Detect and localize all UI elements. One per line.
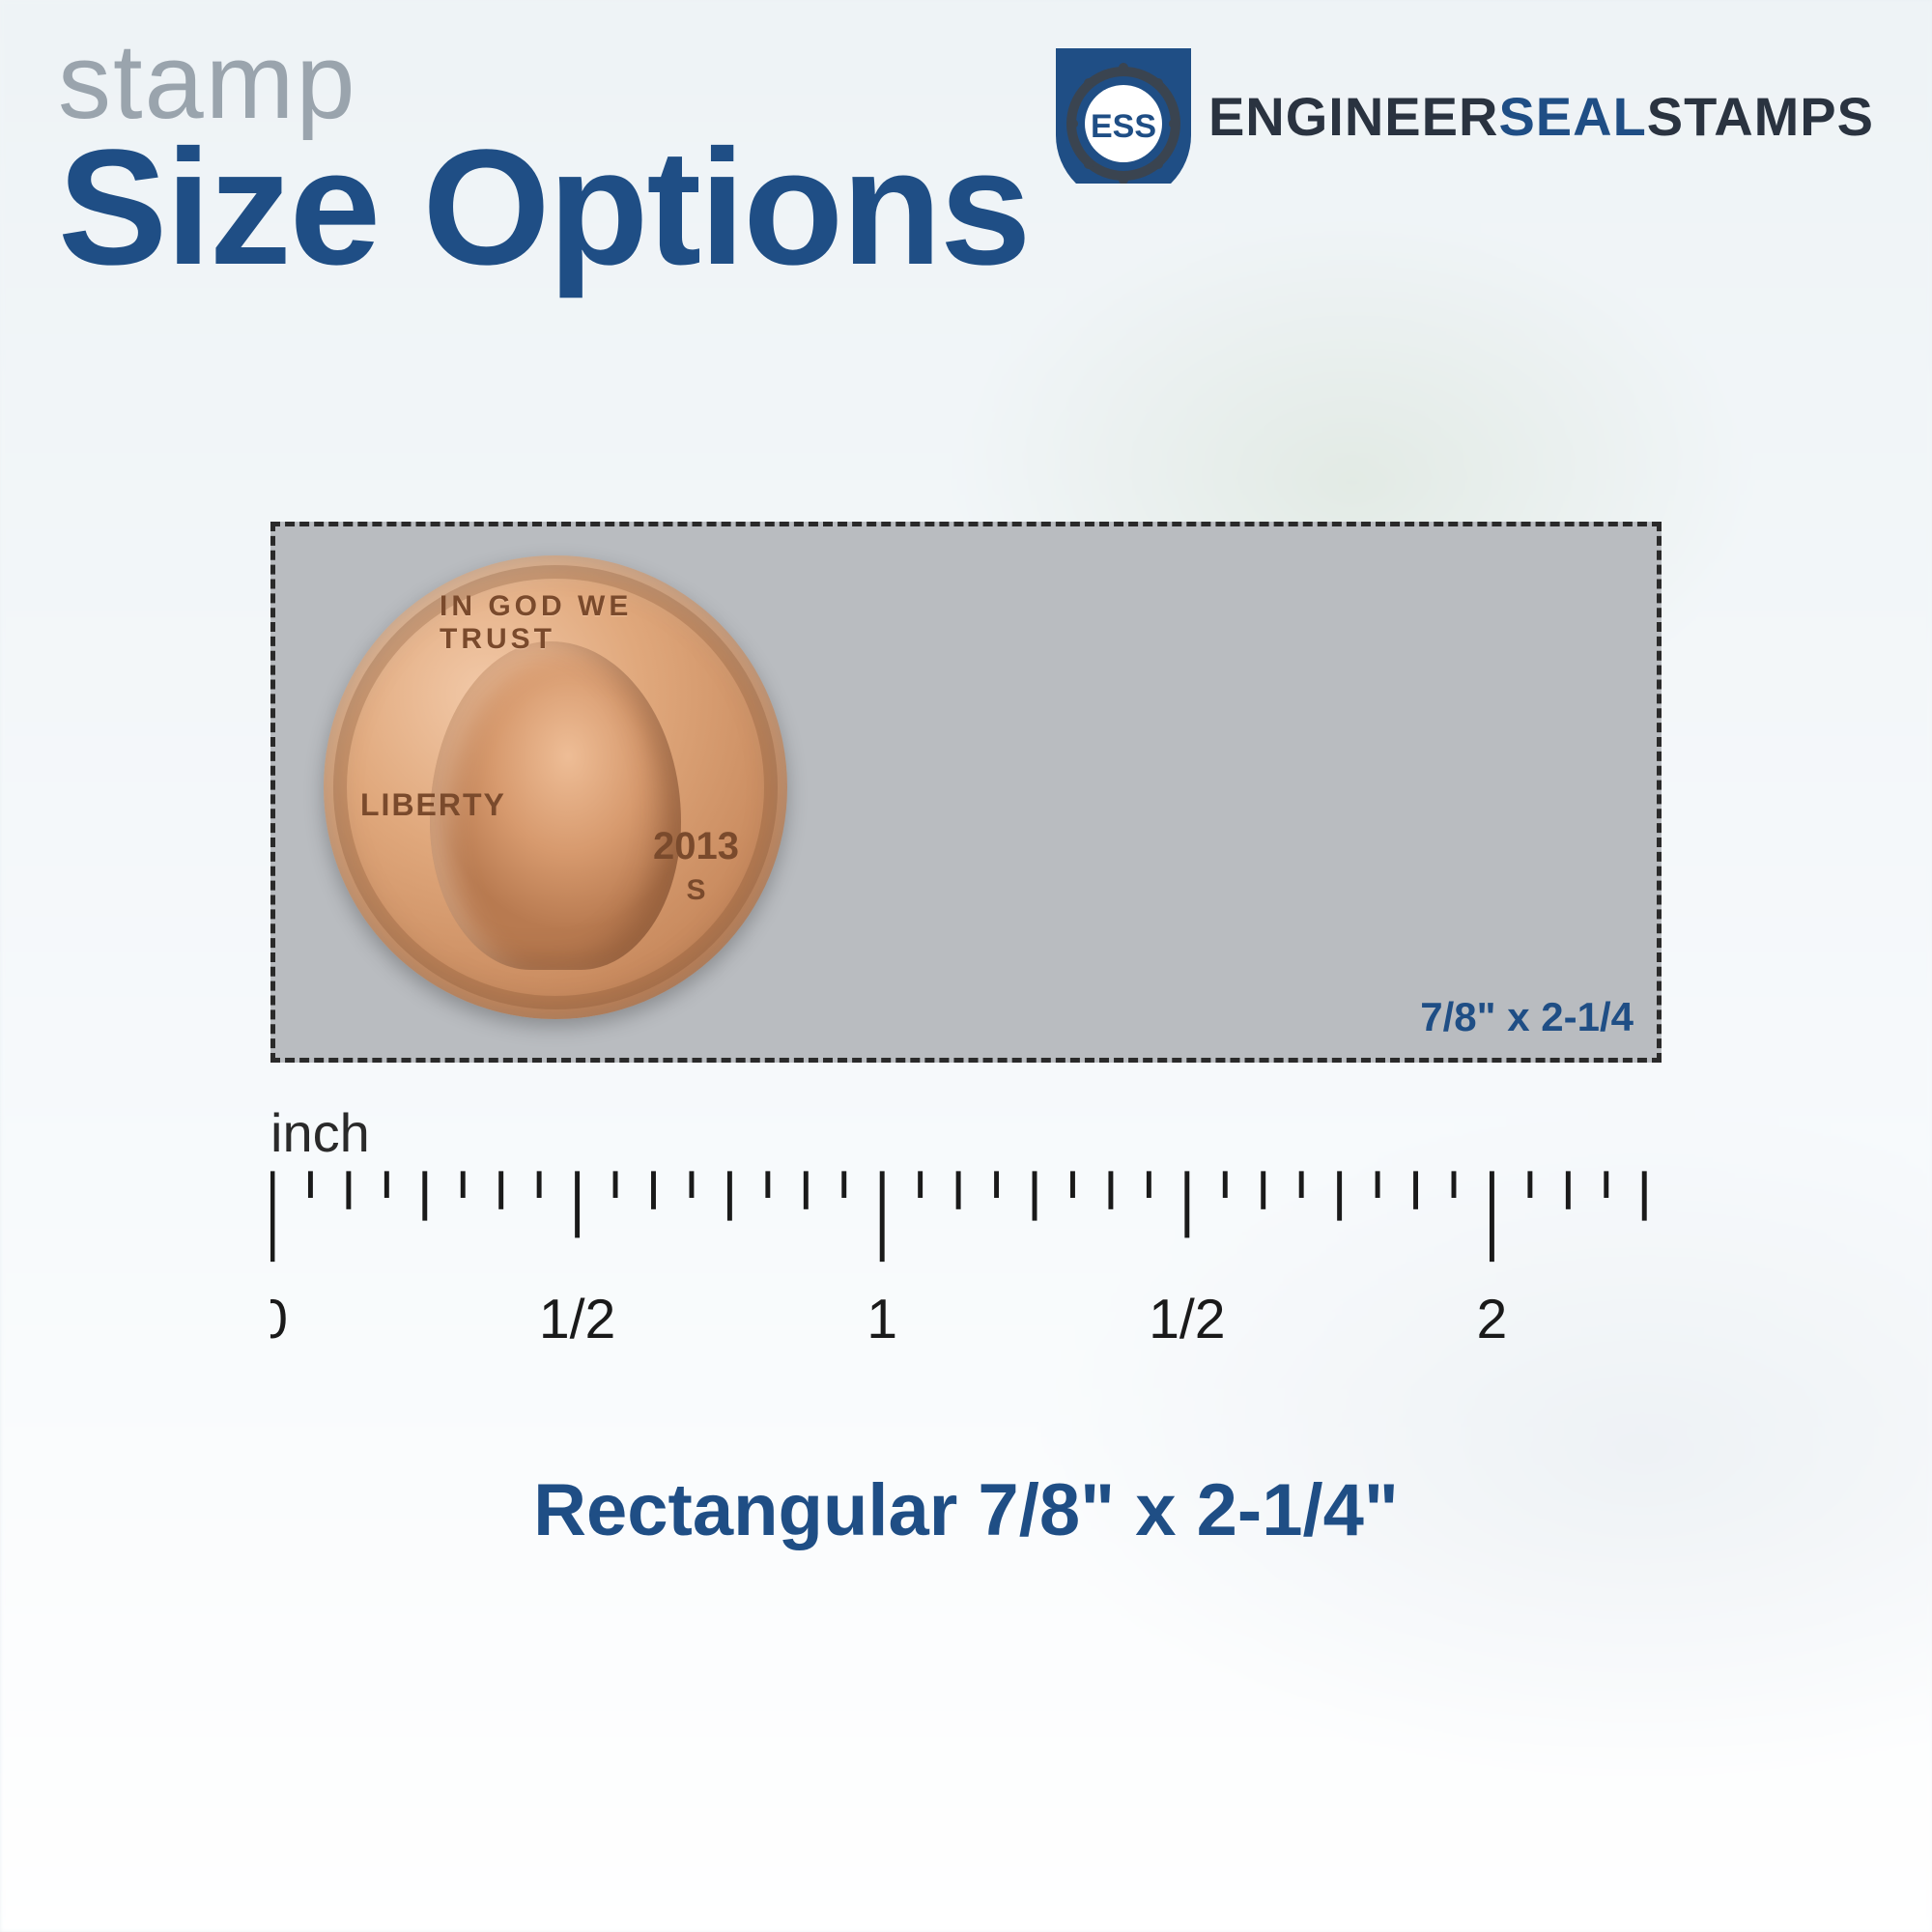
- title-block: stamp Size Options: [58, 29, 1030, 290]
- svg-text:1/2: 1/2: [539, 1289, 616, 1350]
- logo-badge-text: ESS: [1091, 108, 1156, 145]
- title-large: Size Options: [58, 126, 1030, 290]
- ruler-unit-label: inch: [270, 1101, 1662, 1164]
- stamp-size-label: 7/8" x 2-1/4: [1420, 994, 1634, 1040]
- penny-mint: S: [687, 874, 706, 906]
- svg-text:0: 0: [270, 1289, 288, 1350]
- penny-year: 2013 S: [653, 826, 739, 907]
- logo-word-engineer: ENGINEER: [1208, 86, 1499, 147]
- size-caption: Rectangular 7/8" x 2-1/4": [0, 1468, 1932, 1552]
- penny-coin-icon: IN GOD WE TRUST LIBERTY 2013 S: [324, 555, 787, 1019]
- ruler-ticks: 0 1/2 1 1/2 2: [270, 1170, 1662, 1363]
- logo-word-seal: SEAL: [1498, 86, 1646, 147]
- ruler: inch 0 1/2 1 1/2 2: [270, 1101, 1662, 1363]
- logo-wordmark: ENGINEERSEALSTAMPS: [1208, 85, 1874, 148]
- svg-text:2: 2: [1477, 1289, 1508, 1350]
- header: stamp Size Options ESS ENGINEERSEALSTAMP…: [58, 29, 1874, 290]
- logo-word-stamps: STAMPS: [1647, 86, 1874, 147]
- svg-text:1: 1: [867, 1289, 897, 1350]
- size-stage: IN GOD WE TRUST LIBERTY 2013 S 7/8" x 2-…: [270, 522, 1662, 1063]
- penny-year-value: 2013: [653, 825, 739, 867]
- stamp-outline: IN GOD WE TRUST LIBERTY 2013 S 7/8" x 2-…: [270, 522, 1662, 1063]
- penny-motto: IN GOD WE TRUST: [440, 590, 671, 656]
- brand-logo: ESS ENGINEERSEALSTAMPS: [1056, 48, 1874, 184]
- logo-badge-icon: ESS: [1056, 48, 1191, 184]
- svg-text:1/2: 1/2: [1149, 1289, 1226, 1350]
- penny-liberty: LIBERTY: [360, 787, 506, 823]
